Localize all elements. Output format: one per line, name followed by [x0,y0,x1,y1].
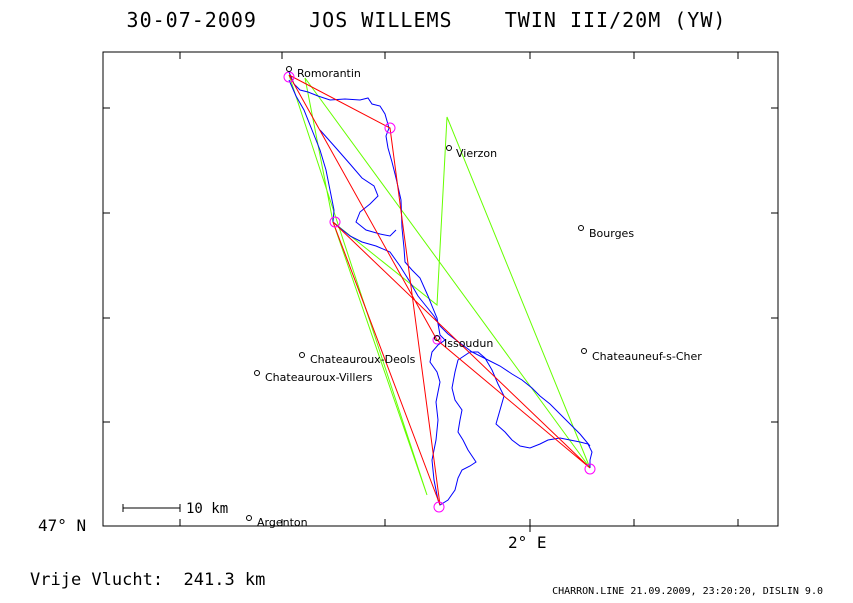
flight-track-segment [319,129,397,237]
town-label: Bourges [589,227,634,240]
scale-label: 10 km [186,501,228,517]
town-bourges: Bourges [578,225,634,240]
town-romorantin: Romorantin [286,66,361,80]
longitude-label: 2° E [508,533,547,552]
town-label: Argenton [257,516,308,529]
town-label: Vierzon [456,147,497,160]
top-ticks [179,52,739,59]
footer-credit: CHARRON.LINE 21.09.2009, 23:20:20, DISLI… [552,586,823,597]
turnpoint-marker [384,122,396,134]
circle-marker-icon [299,352,305,358]
bottom-ticks [179,519,739,532]
flight-track [288,71,593,506]
town-label: Chateauneuf-s-Cher [592,350,702,363]
town-issoudun: Issoudun [434,335,493,350]
town-argenton: Argenton [246,515,308,529]
circle-marker-icon [446,145,452,151]
left-ticks [103,107,110,527]
scale-bar [122,504,181,512]
circle-marker-icon [578,225,584,231]
map-frame [102,51,779,527]
chart-title: 30-07-2009 JOS WILLEMS TWIN III/20M (YW) [126,8,727,32]
town-vierzon: Vierzon [446,145,497,160]
turnpoint-marker [584,463,596,475]
latitude-label: 47° N [38,516,86,535]
town-chateauroux-villers: Chateauroux-Villers [254,370,373,384]
turnpoint-marker [433,501,445,513]
circle-marker-icon [286,66,292,72]
town-label: Chateauroux-Villers [265,371,373,384]
town-label: Romorantin [297,67,361,80]
distance-summary: Vrije Vlucht: 241.3 km [30,570,266,590]
alternate-route [288,74,591,496]
circle-marker-icon [581,348,587,354]
turnpoint-marker [329,216,341,228]
task-route [288,74,591,506]
town-chateauroux-deols: Chateauroux-Deols [299,352,416,366]
turnpoints [283,71,596,513]
circle-marker-icon [246,515,252,521]
circle-marker-icon [254,370,260,376]
town-label: Issoudun [444,337,493,350]
flight-track-segment [288,79,335,223]
right-ticks [771,107,778,423]
town-label: Chateauroux-Deols [310,353,416,366]
town-chateauneuf-s-cher: Chateauneuf-s-Cher [581,348,702,363]
circle-marker-icon [434,335,440,341]
